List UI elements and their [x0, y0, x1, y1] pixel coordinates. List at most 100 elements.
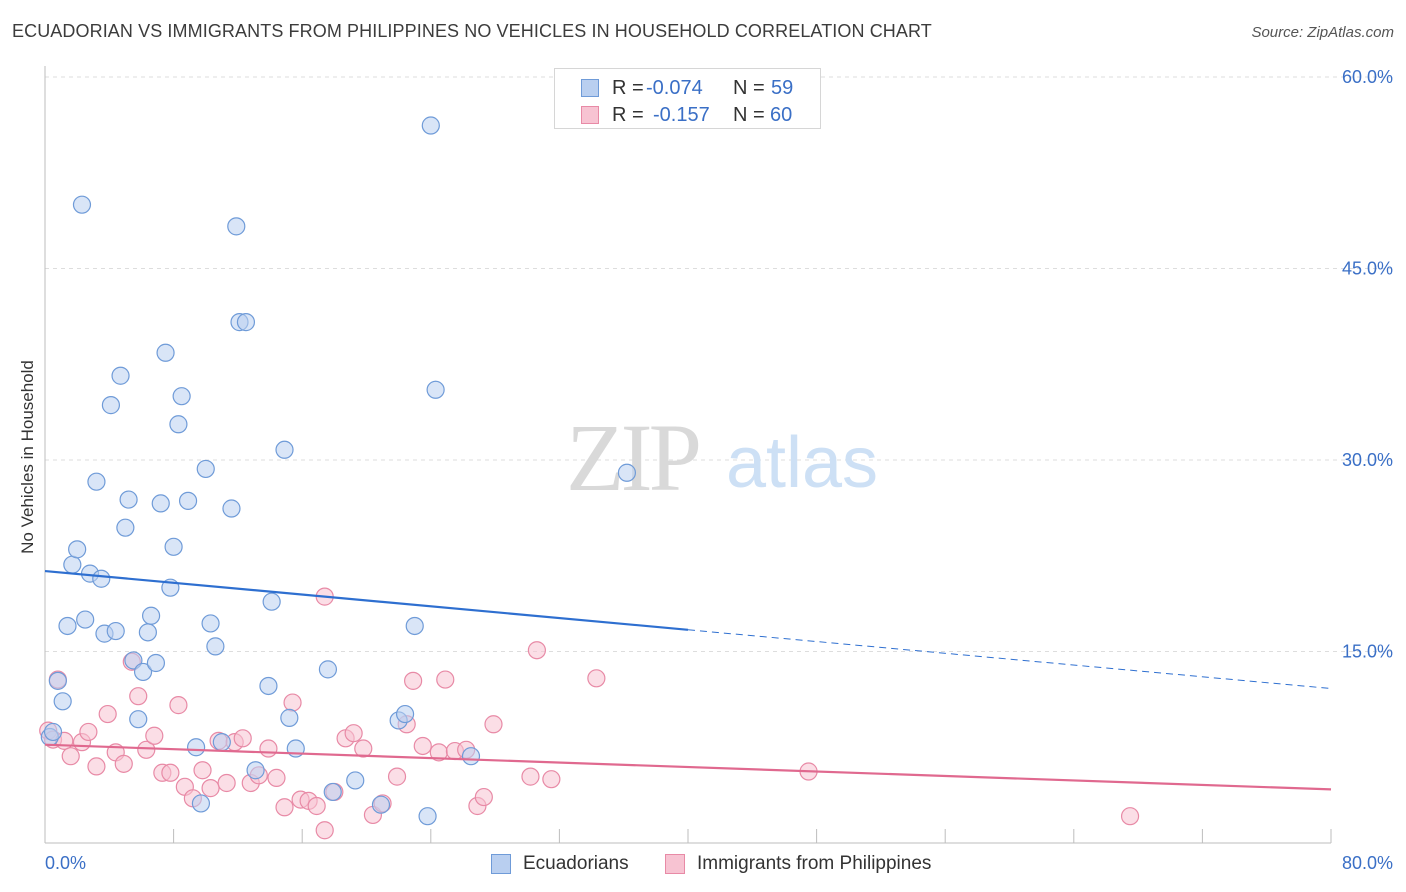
trend-lines: [44, 569, 1332, 791]
ecuadorian-point: [169, 415, 188, 434]
ecuadorian-point: [418, 807, 437, 826]
philippines-point: [145, 726, 164, 745]
philippines-point: [201, 779, 220, 798]
watermark: ZIP atlas: [566, 404, 878, 511]
legend-swatch-blue: [581, 79, 599, 97]
legend-n-label: N =: [733, 104, 765, 126]
ecuadorian-point: [63, 555, 82, 574]
philippines-point: [193, 761, 212, 780]
philippines-point: [79, 722, 98, 742]
philippines-point: [283, 693, 302, 712]
ecuadorian-point: [617, 463, 637, 482]
ecuadorian-point: [246, 761, 265, 780]
bottom-legend-swatch-pink: [665, 854, 685, 874]
legend-swatch-pink: [581, 106, 599, 124]
gridlines: [45, 76, 1392, 652]
legend-r-label: R =: [612, 77, 644, 99]
correlation-legend: R = -0.074 N = 59 R = -0.157 N = 60: [554, 68, 821, 129]
ecuadorian-point: [53, 692, 72, 711]
ecuadorian-point: [72, 195, 92, 214]
philippines-point: [161, 763, 180, 782]
philippines-point: [344, 724, 363, 743]
ecuadorian-point: [346, 771, 365, 790]
legend-r-label: R =: [612, 104, 644, 126]
ecuadorian-trend-extension: [687, 629, 1332, 690]
ecuadorian-point: [92, 569, 111, 588]
ecuadorian-point: [371, 795, 391, 814]
philippines-point: [354, 739, 373, 758]
philippines-point: [259, 739, 278, 758]
x-tick-label: 80.0%: [1342, 853, 1393, 873]
ecuadorian-point: [146, 653, 166, 673]
bottom-legend-swatch-blue: [491, 854, 511, 874]
philippines-point: [474, 787, 493, 807]
philippines-point: [413, 736, 432, 756]
watermark-atlas: atlas: [726, 423, 878, 503]
ecuadorian-point: [187, 738, 206, 757]
philippines-point: [275, 798, 294, 817]
ecuadorian-point: [48, 671, 67, 690]
ecuadorian-point: [156, 343, 175, 362]
ecuadorian-point: [138, 623, 157, 642]
ecuadorian-point: [76, 610, 95, 629]
philippines-point: [169, 696, 188, 715]
philippines-point: [1120, 807, 1140, 826]
y-axis-label: No Vehicles in Household: [18, 360, 37, 554]
ecuadorian-point: [191, 794, 211, 813]
ecuadorian-point: [259, 676, 278, 696]
ecuadorian-point: [280, 708, 299, 727]
ecuadorian-point: [43, 722, 63, 742]
philippines-point: [114, 754, 133, 773]
ecuadorian-point: [151, 494, 170, 513]
philippines-point: [129, 687, 148, 706]
philippines-point: [233, 729, 252, 748]
ecuadorian-point: [395, 704, 415, 724]
philippines-point: [436, 670, 455, 689]
ecuadorian-point: [178, 491, 198, 510]
chart-title: ECUADORIAN VS IMMIGRANTS FROM PHILIPPINE…: [12, 21, 932, 41]
legend-n-label: N =: [733, 77, 765, 99]
philippines-point: [587, 669, 606, 688]
y-tick-label: 30.0%: [1342, 450, 1393, 470]
ecuadorian-point: [212, 733, 231, 752]
philippines-point: [98, 704, 117, 724]
axes: [44, 66, 1332, 844]
ecuadorian-point: [227, 217, 246, 236]
ecuadorian-point: [58, 616, 77, 636]
ecuadorian-point: [421, 116, 440, 135]
philippines-point: [542, 770, 561, 789]
ecuadorian-point: [133, 662, 153, 682]
ecuadorian-trend-line: [44, 569, 689, 631]
ecuadorian-point: [318, 660, 338, 679]
ecuadorian-point: [119, 490, 138, 509]
philippines-trend-line: [44, 743, 1332, 791]
ecuadorian-points: [40, 116, 637, 826]
ecuadorian-point: [141, 606, 161, 625]
philippines-point: [217, 773, 236, 793]
ecuadorian-point: [106, 621, 125, 641]
ecuadorian-point: [262, 592, 281, 611]
ecuadorian-point: [196, 459, 215, 479]
watermark-zip: ZIP: [566, 404, 699, 511]
bottom-legend-label: Ecuadorians: [523, 853, 629, 874]
y-tick-label: 45.0%: [1342, 259, 1393, 279]
ecuadorian-point: [111, 366, 130, 385]
y-tick-label: 60.0%: [1342, 67, 1393, 87]
ecuadorian-point: [116, 518, 135, 537]
x-tick-label: 0.0%: [45, 853, 86, 873]
legend-n-value: 60: [770, 104, 793, 126]
philippines-point: [484, 715, 503, 734]
philippines-point: [267, 768, 286, 787]
philippines-point: [315, 821, 334, 840]
source-credit: Source: ZipAtlas.com: [1251, 24, 1394, 41]
ecuadorian-point: [461, 747, 481, 766]
ecuadorian-point: [405, 616, 424, 636]
legend-r-value: -0.074: [646, 77, 703, 99]
legend-r-value: -0.157: [653, 104, 710, 126]
tick-labels: 15.0% 30.0% 45.0% 60.0% 0.0% 80.0%: [45, 67, 1393, 873]
ecuadorian-point: [206, 637, 225, 656]
ecuadorian-point: [68, 540, 87, 559]
philippines-points: [39, 587, 1140, 840]
y-tick-label: 15.0%: [1342, 642, 1393, 662]
philippines-point: [137, 740, 156, 759]
